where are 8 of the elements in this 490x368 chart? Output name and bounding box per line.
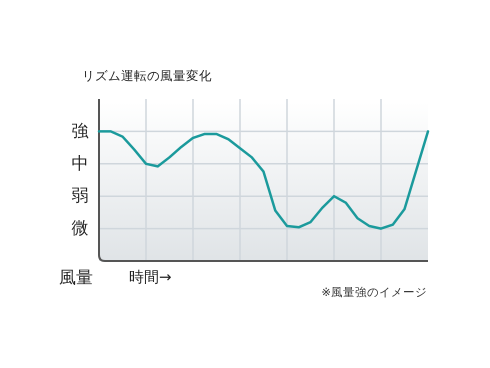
text: 微 xyxy=(72,218,88,239)
text: ※風量強のイメージ xyxy=(321,285,427,299)
y-axis-title: 風量 xyxy=(59,268,93,288)
text: 強 xyxy=(72,121,88,142)
x-axis-title: 時間→ xyxy=(129,268,172,286)
text: 弱 xyxy=(72,186,88,206)
text: 中 xyxy=(72,154,88,174)
chart-title: リズム運転の風量変化 xyxy=(82,68,212,83)
